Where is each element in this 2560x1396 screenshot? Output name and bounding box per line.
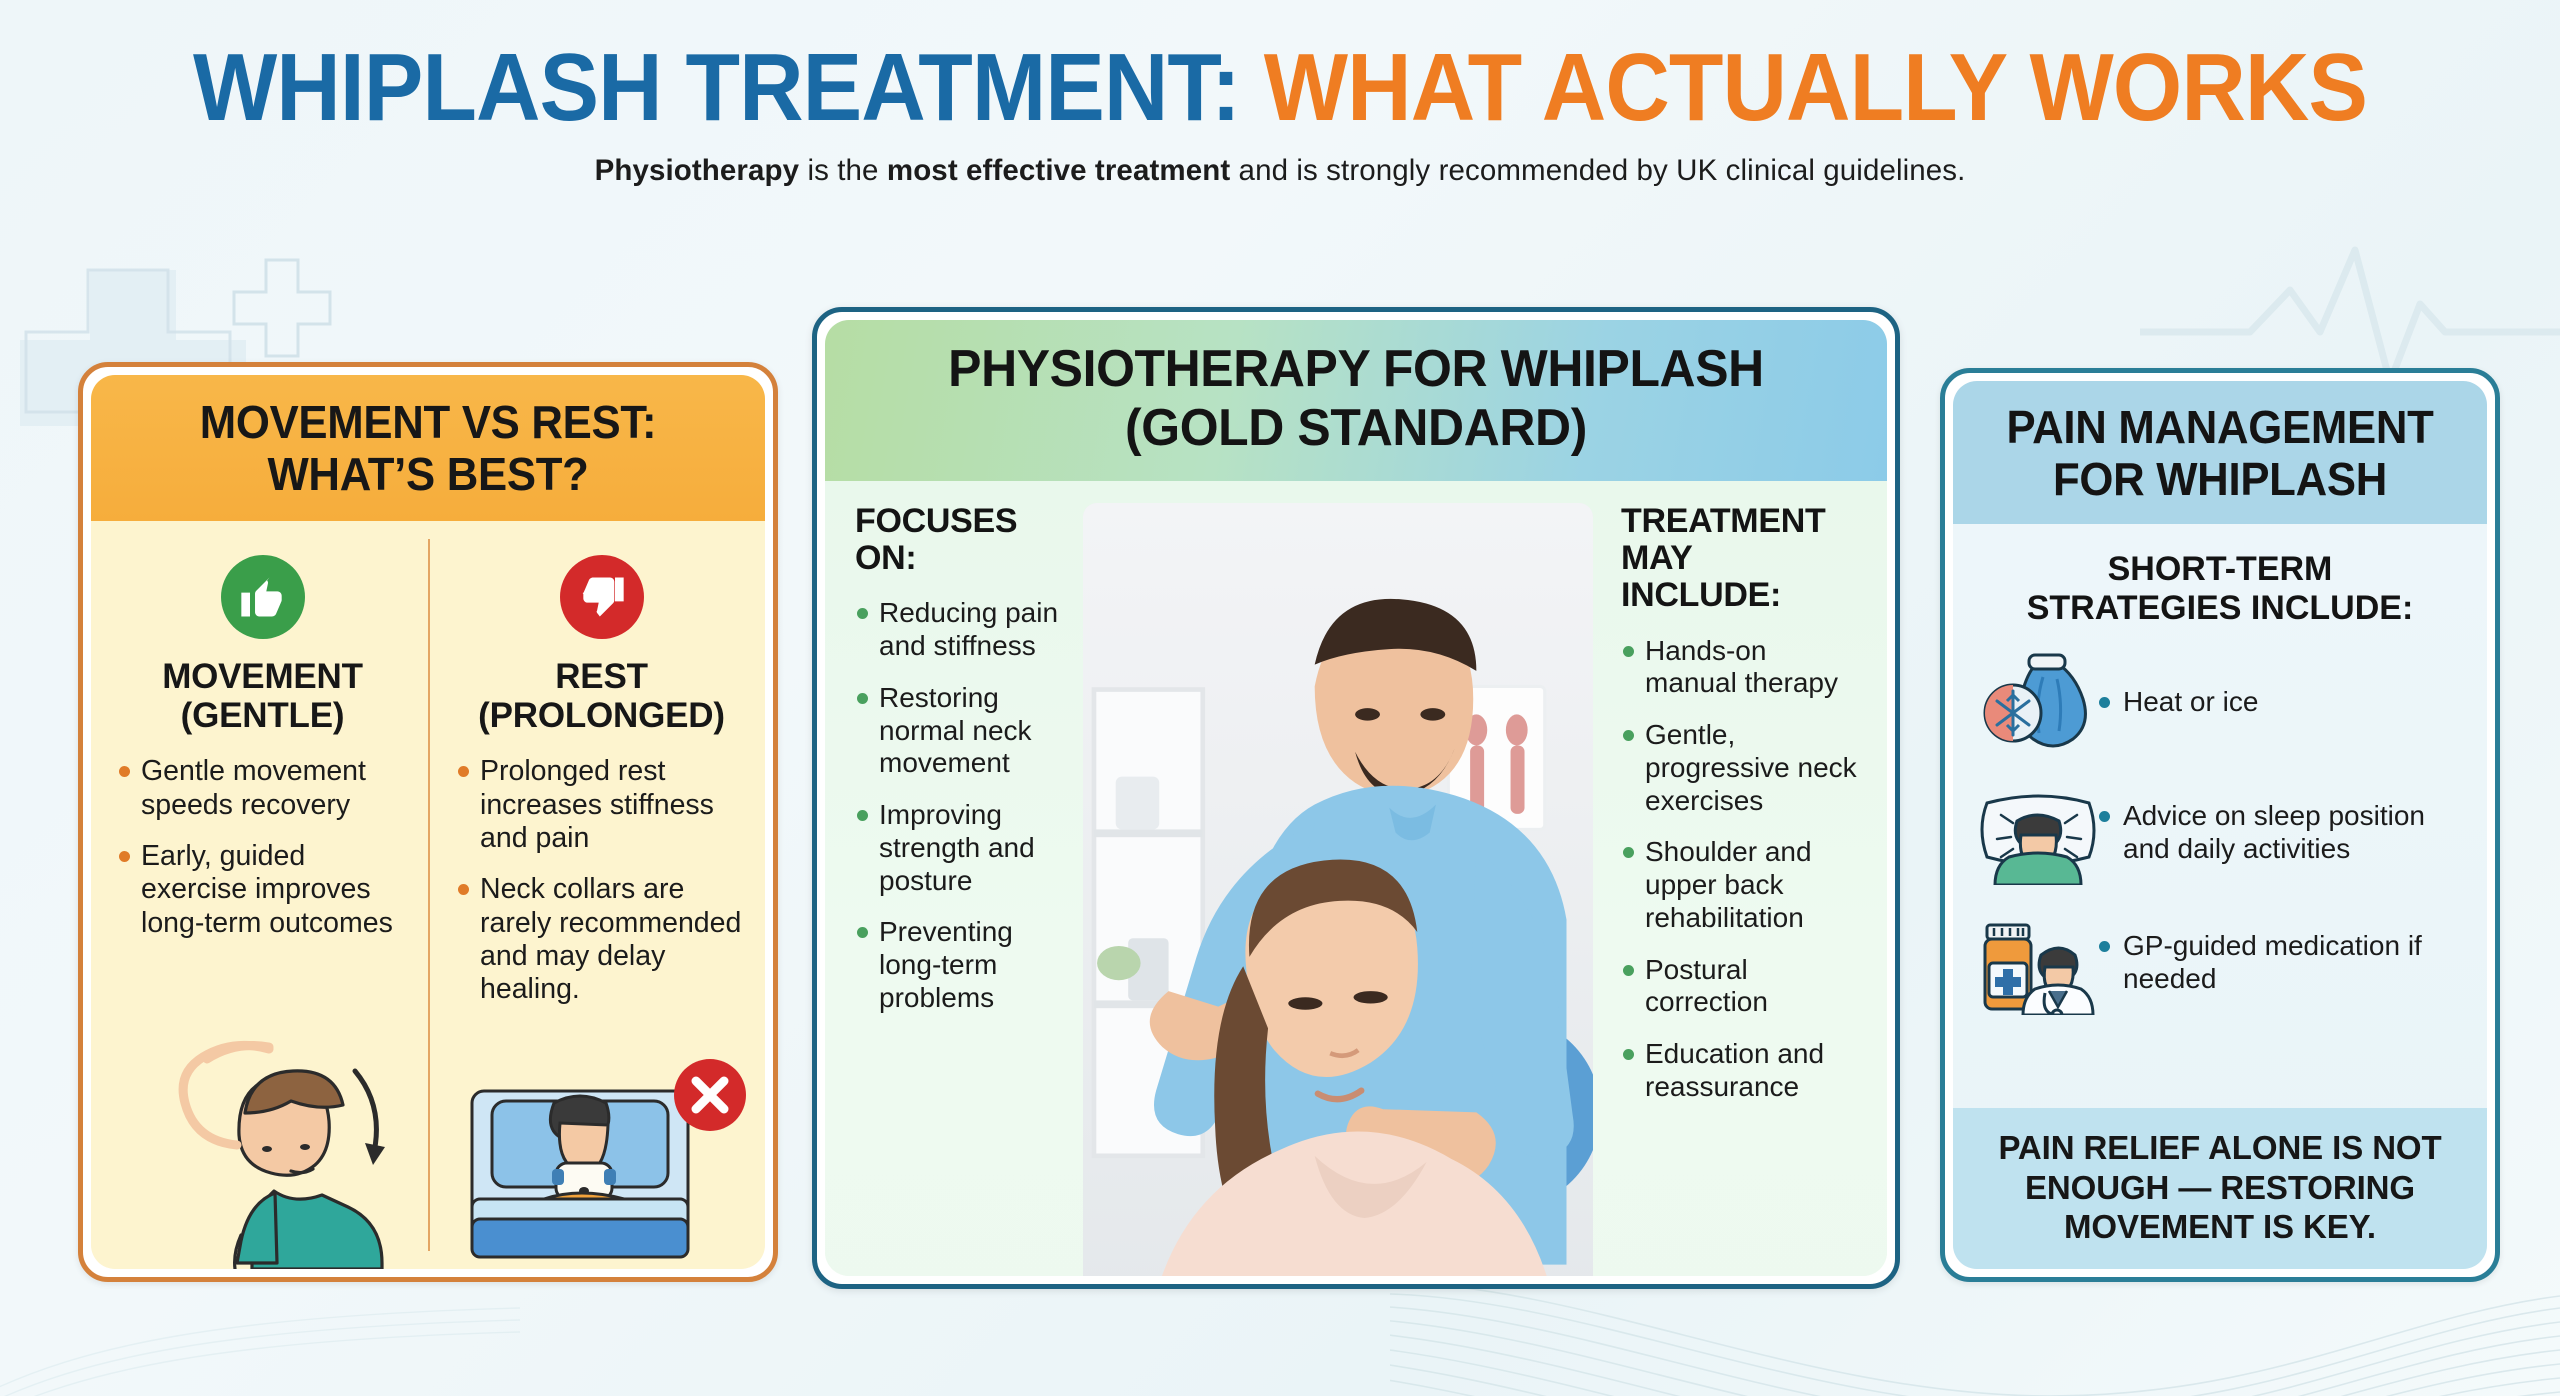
- list-item: Shoulder and upper back rehabilitation: [1621, 836, 1865, 934]
- strategy-text: GP-guided medication if needed: [2097, 930, 2465, 996]
- treatment-title-line2: INCLUDE:: [1621, 576, 1782, 615]
- left-card-body: MOVEMENT (GENTLE) Gentle movement speeds…: [91, 521, 765, 1269]
- card-movement-vs-rest: MOVEMENT VS REST: WHAT’S BEST? MOVEMENT …: [78, 362, 778, 1282]
- page-header: WHIPLASH TREATMENT: WHAT ACTUALLY WORKS …: [0, 38, 2560, 188]
- rest-bullet-list: Prolonged rest increases stiffness and p…: [456, 755, 747, 1006]
- card-pain-management: PAIN MANAGEMENT FOR WHIPLASH SHORT-TERM …: [1940, 368, 2500, 1282]
- list-item: Preventing long-term problems: [855, 916, 1067, 1014]
- subtitle-text-2: and is strongly recommended by UK clinic…: [1230, 153, 1966, 187]
- page-title: WHIPLASH TREATMENT: WHAT ACTUALLY WORKS: [90, 38, 2471, 138]
- contour-lines-decoration: [1390, 1281, 2560, 1396]
- mid-card-title: PHYSIOTHERAPY FOR WHIPLASH (GOLD STANDAR…: [856, 340, 1856, 459]
- page-title-part1: WHIPLASH TREATMENT:: [192, 34, 1241, 141]
- right-footer-line1: PAIN RELIEF ALONE IS NOT: [1998, 1129, 2442, 1167]
- medication-bottle-doctor-icon: [1979, 911, 2097, 1022]
- right-card-title-line1: PAIN MANAGEMENT: [2006, 401, 2434, 453]
- right-card-title-line2: FOR WHIPLASH: [2052, 453, 2388, 506]
- movement-label-line2: (GENTLE): [180, 696, 345, 736]
- movement-bullet-list: Gentle movement speeds recovery Early, g…: [117, 755, 408, 940]
- right-subheading-line2: STRATEGIES INCLUDE:: [2026, 589, 2414, 628]
- left-card-header: MOVEMENT VS REST: WHAT’S BEST?: [91, 375, 765, 521]
- mid-card-column-focuses: FOCUSES ON: Reducing pain and stiffness …: [825, 501, 1081, 1276]
- right-card-footer-text: PAIN RELIEF ALONE IS NOT ENOUGH — RESTOR…: [1977, 1128, 2463, 1247]
- page-title-part2: WHAT ACTUALLY WORKS: [1263, 34, 2368, 141]
- subtitle-text-1: is the: [799, 153, 887, 187]
- mid-card-body: FOCUSES ON: Reducing pain and stiffness …: [825, 480, 1887, 1276]
- thumbs-up-icon: [220, 554, 305, 639]
- person-neck-stretch-illustration: [91, 1039, 428, 1269]
- left-card-divider: [428, 538, 430, 1251]
- list-item: Hands-on manual therapy: [1621, 635, 1865, 701]
- right-subheading-line1: SHORT-TERM: [2107, 549, 2333, 588]
- left-card-illustrations: [91, 1039, 765, 1269]
- mid-card-title-line2: (GOLD STANDARD): [1125, 399, 1587, 458]
- strategy-text: Heat or ice: [2097, 686, 2258, 719]
- rest-label: REST (PROLONGED): [456, 657, 747, 735]
- person-in-bed-neck-collar-illustration: [428, 1039, 765, 1269]
- left-card-title: MOVEMENT VS REST: WHAT’S BEST?: [119, 396, 737, 501]
- subtitle-bold-2: most effective treatment: [886, 153, 1231, 187]
- treatment-title-line1: TREATMENT MAY: [1621, 501, 1826, 577]
- list-item: Gentle, progressive neck exercises: [1621, 719, 1865, 817]
- list-item: Neck collars are rarely recommended and …: [456, 873, 747, 1006]
- left-card-column-rest: REST (PROLONGED) Prolonged rest increase…: [426, 521, 765, 1269]
- left-card-column-movement: MOVEMENT (GENTLE) Gentle movement speeds…: [91, 521, 426, 1269]
- medical-cross-outline-icon: [232, 258, 332, 358]
- card-physiotherapy-gold-standard: PHYSIOTHERAPY FOR WHIPLASH (GOLD STANDAR…: [812, 307, 1900, 1289]
- right-card-subheading: SHORT-TERM STRATEGIES INCLUDE:: [1965, 550, 2475, 629]
- list-item: Postural correction: [1621, 954, 1865, 1020]
- list-item: Restoring normal neck movement: [855, 682, 1067, 780]
- right-card-strategy-list: Heat or ice Advice on sleep position and…: [1953, 633, 2487, 1108]
- mid-card-header: PHYSIOTHERAPY FOR WHIPLASH (GOLD STANDAR…: [825, 320, 1887, 481]
- person-sleeping-pillow-icon: [1979, 781, 2097, 887]
- list-item: GP-guided medication if needed: [1979, 911, 2465, 1022]
- list-item: Prolonged rest increases stiffness and p…: [456, 755, 747, 855]
- contour-lines-left-decoration: [0, 1307, 520, 1396]
- right-card-footer-banner: PAIN RELIEF ALONE IS NOT ENOUGH — RESTOR…: [1953, 1108, 2487, 1269]
- subtitle-bold-1: Physiotherapy: [594, 153, 800, 187]
- rest-label-line2: (PROLONGED): [478, 696, 725, 736]
- right-footer-line3: MOVEMENT IS KEY.: [2064, 1208, 2376, 1246]
- left-card-title-line1: MOVEMENT VS REST:: [199, 396, 657, 448]
- list-item: Advice on sleep position and daily activ…: [1979, 781, 2465, 887]
- mid-card-title-line1: PHYSIOTHERAPY FOR WHIPLASH: [948, 340, 1764, 398]
- right-card-title: PAIN MANAGEMENT FOR WHIPLASH: [1978, 401, 2463, 506]
- rest-label-line1: REST: [555, 656, 648, 696]
- right-card-header: PAIN MANAGEMENT FOR WHIPLASH: [1953, 381, 2487, 524]
- list-item: Gentle movement speeds recovery: [117, 755, 408, 822]
- right-footer-line2: ENOUGH — RESTORING: [2025, 1168, 2415, 1206]
- focuses-on-title: FOCUSES ON:: [855, 501, 1018, 577]
- movement-label-line1: MOVEMENT: [162, 656, 363, 696]
- list-item: Early, guided exercise improves long-ter…: [117, 840, 408, 940]
- page-subtitle: Physiotherapy is the most effective trea…: [0, 154, 2560, 188]
- treatment-may-include-title: TREATMENT MAY INCLUDE:: [1621, 501, 1865, 615]
- thumbs-down-icon: [559, 554, 644, 639]
- strategy-text: Advice on sleep position and daily activ…: [2097, 800, 2465, 866]
- focuses-on-list: Reducing pain and stiffness Restoring no…: [855, 597, 1067, 1014]
- movement-label: MOVEMENT (GENTLE): [117, 657, 408, 735]
- list-item: Education and reassurance: [1621, 1038, 1865, 1104]
- list-item: Heat or ice: [1979, 651, 2465, 755]
- mid-card-column-treatment: TREATMENT MAY INCLUDE: Hands-on manual t…: [1595, 501, 1887, 1276]
- physiotherapist-treating-patient-photo: [1083, 502, 1593, 1276]
- ice-pack-heat-icon: [1979, 651, 2097, 755]
- list-item: Improving strength and posture: [855, 799, 1067, 897]
- treatment-list: Hands-on manual therapy Gentle, progress…: [1621, 635, 1865, 1104]
- left-card-title-line2: WHAT’S BEST?: [267, 447, 589, 500]
- list-item: Reducing pain and stiffness: [855, 597, 1067, 663]
